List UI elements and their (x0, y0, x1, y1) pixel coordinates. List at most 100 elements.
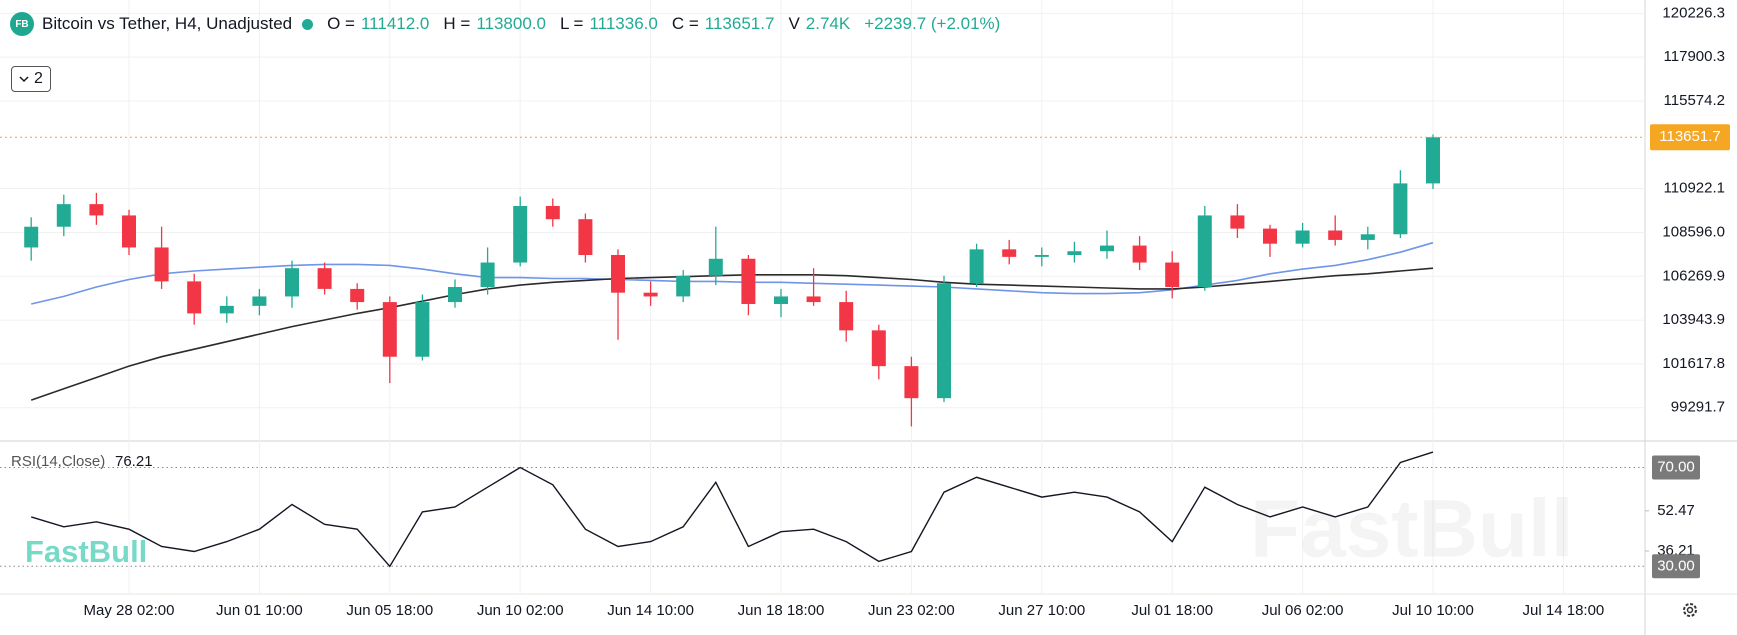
candle-body (1295, 230, 1310, 244)
gear-ring (1683, 603, 1697, 617)
header: FB Bitcoin vs Tether, H4, Unadjusted O =… (10, 12, 1000, 36)
candle-body (513, 206, 528, 263)
candle-body (187, 281, 202, 314)
candle-body (1263, 228, 1277, 244)
x-tick-label: Jul 10 10:00 (1392, 602, 1474, 619)
y-tick-label: 101617.8 (1662, 355, 1725, 372)
rsi-level-tag (1652, 455, 1700, 480)
candle-body (285, 268, 299, 297)
volume-value: 2.74K (805, 14, 851, 33)
candle-body (1328, 230, 1343, 240)
y-tick-label: 30.00 (1657, 557, 1695, 574)
x-tick-label: Jun 23 02:00 (868, 602, 955, 619)
x-tick-label: Jun 14 10:00 (607, 602, 694, 619)
y-tick-label: 117900.3 (1664, 48, 1725, 65)
chevron-icon (19, 76, 29, 83)
watermark: FastBull (1250, 484, 1573, 575)
candle-body (708, 258, 723, 276)
candle-body (741, 258, 756, 304)
candle-body (1230, 215, 1245, 229)
candle-body (415, 302, 430, 357)
x-tick-label: Jun 27 10:00 (998, 602, 1085, 619)
candle-body (252, 296, 267, 306)
y-tick-label: 110922.1 (1664, 180, 1725, 197)
indicator-value: 76.21 (115, 453, 153, 470)
x-tick-label: Jun 05 18:00 (346, 602, 433, 619)
logo: FB (10, 12, 34, 36)
ohlc-label: O = (327, 14, 355, 33)
x-tick-label: Jun 10 02:00 (477, 602, 564, 619)
ohlc-label: H = (443, 14, 471, 33)
y-tick-label: 70.00 (1657, 458, 1695, 475)
indicator-title: RSI(14,Close) (11, 453, 105, 470)
ohlc-value: 111412.0 (360, 14, 430, 33)
moving-average (31, 241, 1434, 305)
y-tick-label: 120226.3 (1662, 4, 1725, 21)
change: +2239.7 (+2.01%) (864, 14, 1001, 33)
candle-body (774, 296, 788, 304)
candle-body (1393, 183, 1408, 235)
candle-body (154, 247, 169, 282)
candle-body (1197, 215, 1212, 288)
candle-body (480, 262, 495, 288)
candle-body (1165, 262, 1180, 288)
candle-body (122, 215, 136, 248)
x-tick-label: Jul 06 02:00 (1262, 602, 1344, 619)
candle-body (643, 292, 658, 297)
candle-body (969, 249, 984, 284)
ohlc-label: C = (671, 14, 699, 33)
candle-body (806, 296, 821, 303)
candle-body (317, 268, 332, 289)
candle-body (382, 302, 397, 357)
candle-body (1100, 245, 1114, 252)
candle-body (904, 366, 919, 399)
rsi-line (30, 451, 1434, 568)
moving-average (30, 267, 1434, 401)
y-tick-label: 52.47 (1657, 502, 1695, 519)
symbol-title[interactable]: Bitcoin vs Tether, H4, Unadjusted (42, 14, 293, 33)
y-tick-label: 115574.2 (1664, 92, 1725, 109)
last-price-tag (1650, 124, 1730, 151)
candle-body (1034, 254, 1049, 257)
status-dot (302, 18, 314, 30)
x-tick-label: Jul 14 18:00 (1523, 602, 1605, 619)
ohlc-label: L = (559, 14, 584, 33)
last-price-label: 113651.7 (1659, 128, 1720, 145)
candle-body (350, 288, 365, 303)
candle-body (24, 226, 39, 248)
y-tick-label: 108596.0 (1662, 223, 1725, 240)
candle-body (611, 254, 625, 293)
candle-body (56, 204, 71, 227)
brand-logo: FastBull (25, 534, 147, 569)
candle-body (871, 330, 886, 367)
candle-body (1360, 234, 1375, 240)
candle-body (545, 206, 560, 220)
ohlc-value: 113651.7 (704, 14, 775, 33)
candle-body (219, 305, 234, 314)
y-tick-label: 99291.7 (1671, 399, 1725, 416)
x-tick-label: Jun 18 18:00 (738, 602, 825, 619)
candle-body (1067, 251, 1082, 255)
candle-body (1426, 137, 1440, 184)
x-tick-label: Jul 01 18:00 (1131, 602, 1213, 619)
candle-body (1002, 249, 1017, 257)
volume-label: V (788, 14, 800, 33)
indicator-count: 2 (34, 70, 43, 87)
candle-body (448, 287, 462, 303)
candle-body (1132, 245, 1147, 263)
y-tick-label: 103943.9 (1662, 311, 1725, 328)
candle-body (839, 302, 854, 331)
candle-body (676, 275, 691, 297)
x-tick-label: Jun 01 10:00 (216, 602, 303, 619)
candle-body (578, 219, 593, 255)
rsi-level-tag (1652, 554, 1700, 579)
indicator-toggle[interactable]: 2 (11, 66, 51, 92)
y-tick-label: 106269.9 (1662, 267, 1725, 284)
gear-hole (1686, 606, 1694, 614)
ohlc-value: 113800.0 (476, 14, 546, 33)
candle-body (937, 283, 951, 399)
settings-button[interactable] (1683, 603, 1697, 617)
candle-body (89, 204, 104, 216)
